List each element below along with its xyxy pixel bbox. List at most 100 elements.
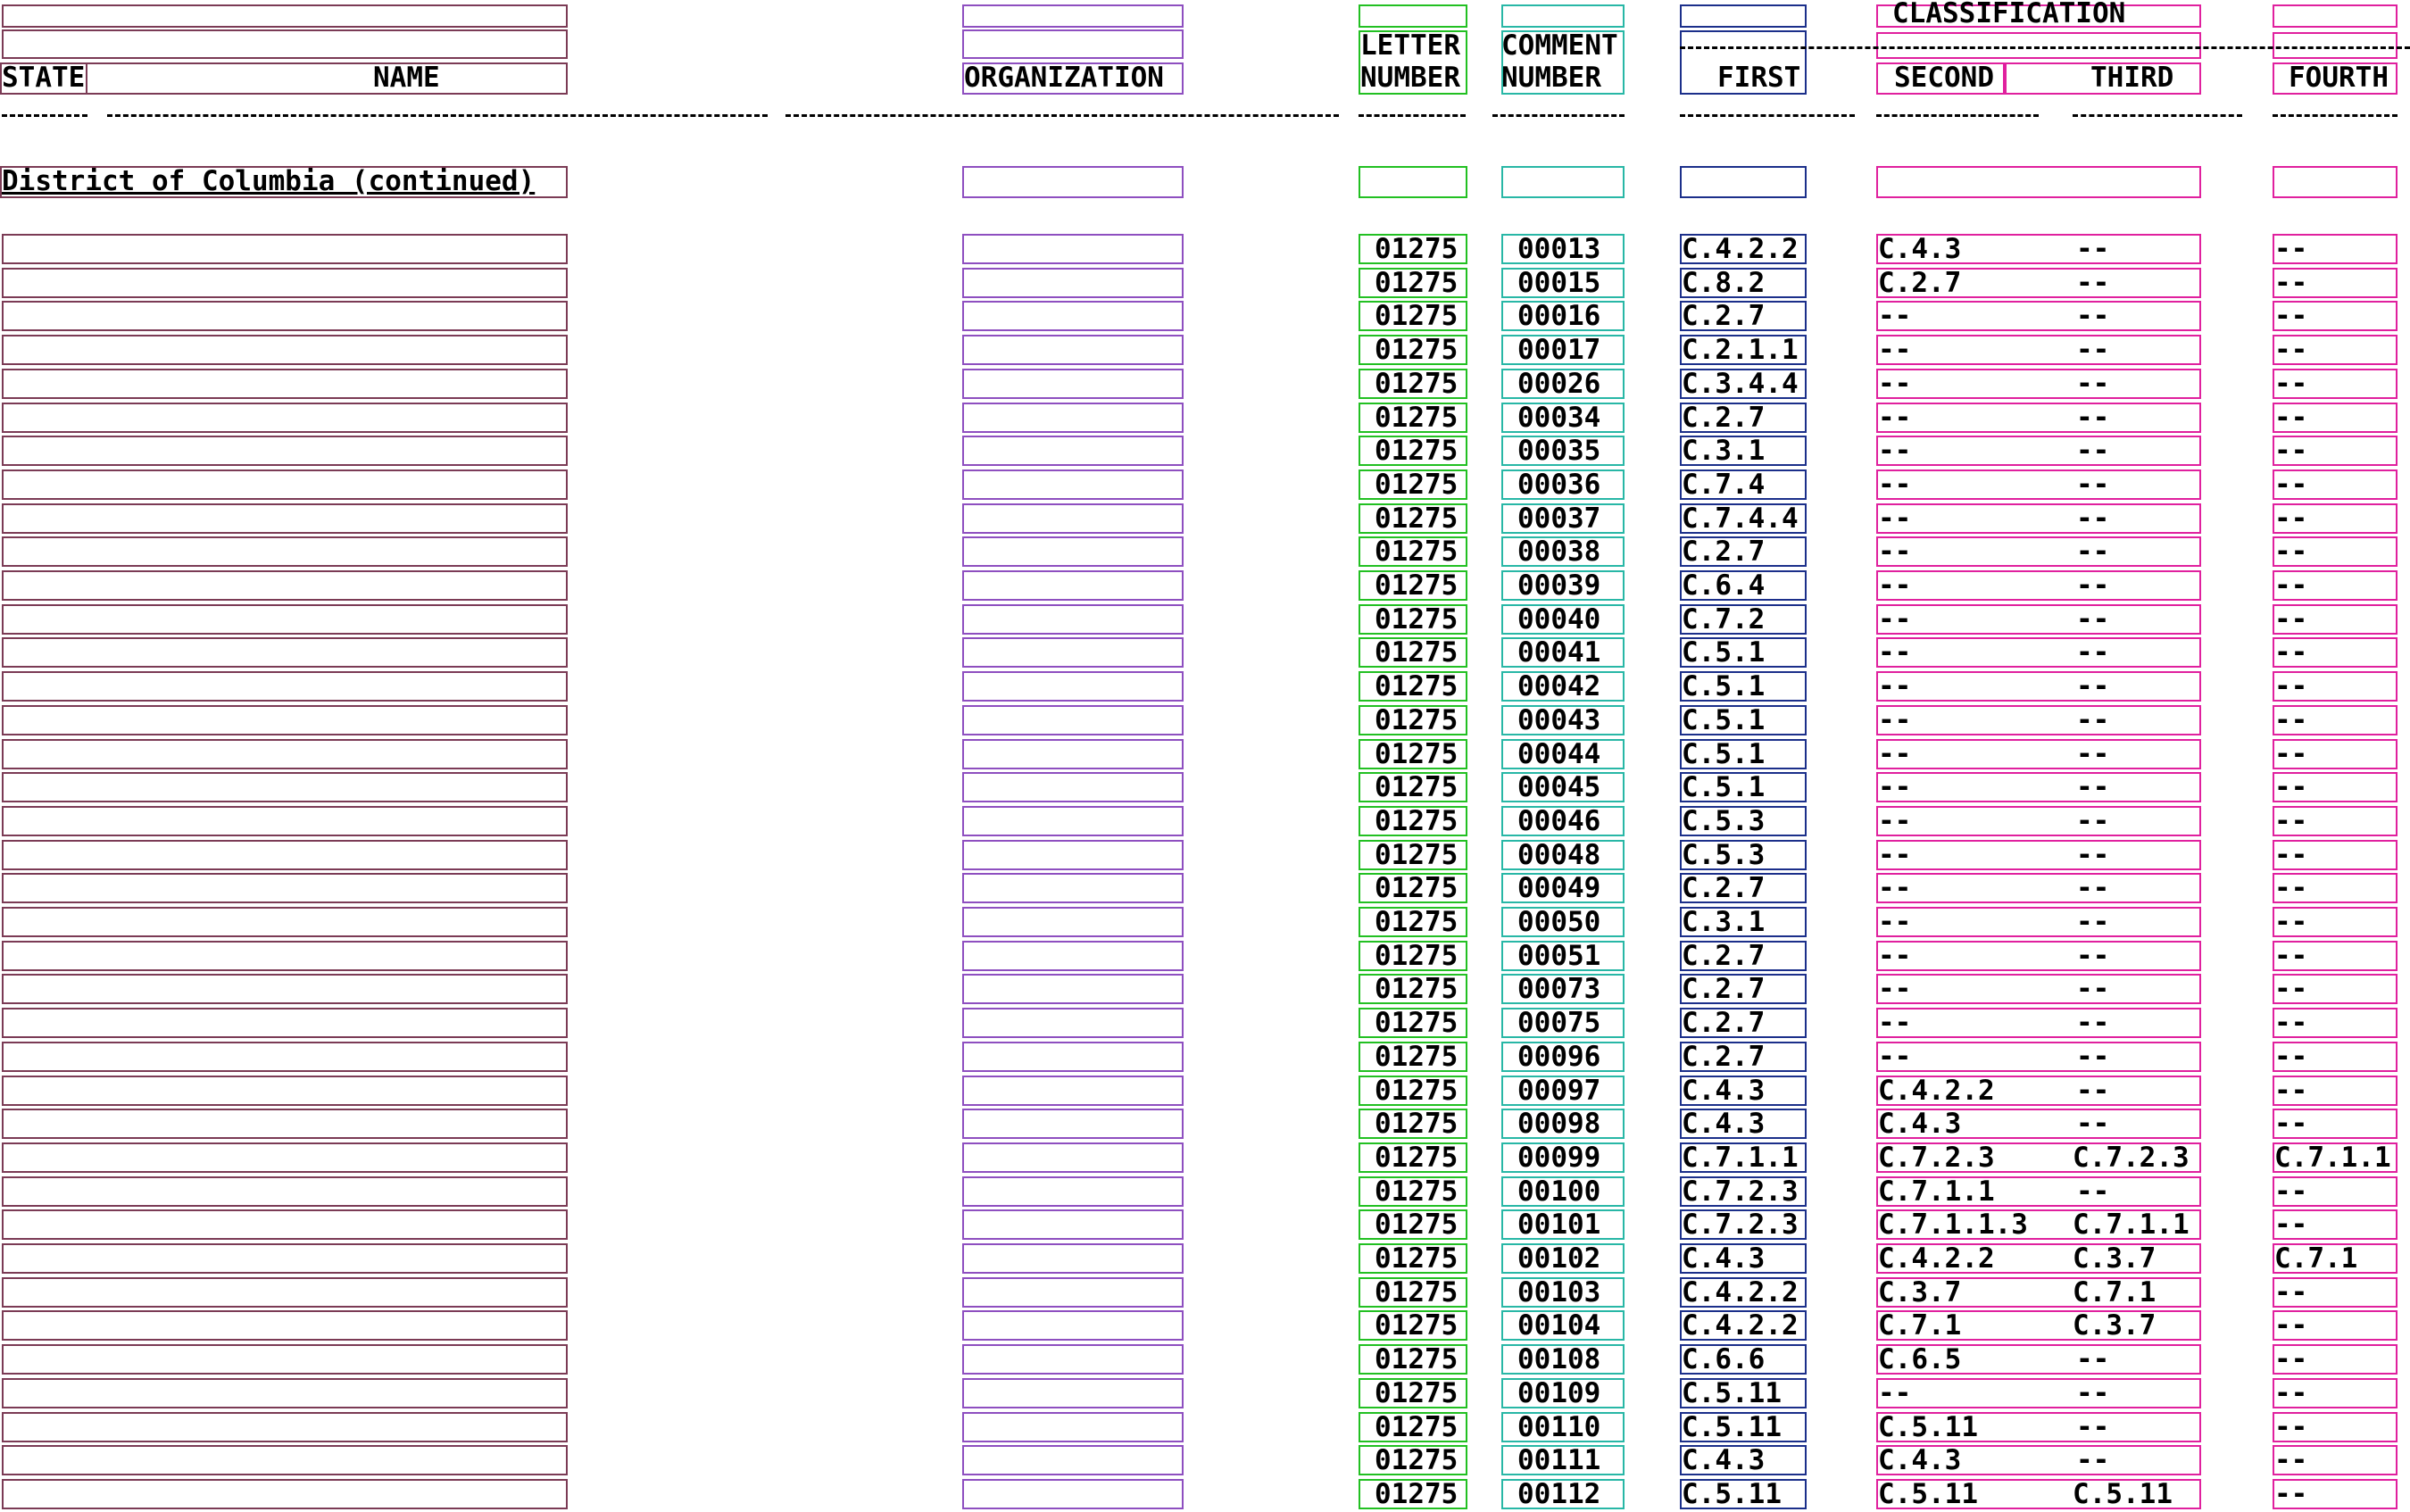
second-class-box <box>1876 1176 2201 1207</box>
fourth-class: -- <box>2274 1377 2308 1409</box>
first-class-box <box>1680 604 1807 635</box>
comment-number-box <box>1501 469 1625 500</box>
third-class: -- <box>2076 435 2110 467</box>
organization-box <box>962 873 1184 903</box>
organization-box <box>962 1042 1184 1072</box>
state-name-box <box>2 369 568 399</box>
fourth-class: -- <box>2274 368 2308 400</box>
state-name-box <box>2 873 568 903</box>
third-class: -- <box>2076 233 2110 265</box>
fourth-class-box <box>2273 806 2398 836</box>
fourth-class-box <box>2273 840 2398 870</box>
first-class-box <box>1680 806 1807 836</box>
header-rule <box>1359 114 1466 117</box>
first-class: C.4.2.2 <box>1682 233 1799 265</box>
fourth-class-box <box>2273 671 2398 702</box>
letter-number: 01275 <box>1375 1478 1458 1510</box>
second-class: -- <box>1878 973 1912 1005</box>
comment-number-box <box>1501 1008 1625 1038</box>
third-class: -- <box>2076 872 2110 904</box>
comment-number-box <box>1501 1243 1625 1274</box>
organization-box <box>962 469 1184 500</box>
letter-number: 01275 <box>1375 469 1458 501</box>
comment-number: 00039 <box>1517 569 1601 602</box>
fourth-class-box <box>2273 1142 2398 1173</box>
organization-box <box>962 739 1184 769</box>
state-name-box <box>2 1310 568 1341</box>
letter-number-box <box>1359 1209 1467 1240</box>
section-heading-box <box>0 166 568 198</box>
letter-number-box <box>1359 570 1467 601</box>
state-name-box <box>2 268 568 298</box>
letter-number-box <box>1359 1344 1467 1375</box>
second-class-box <box>1876 403 2201 433</box>
comment-number: 00042 <box>1517 670 1601 702</box>
comment-number-box <box>1501 671 1625 702</box>
letter-number: 01275 <box>1375 839 1458 871</box>
comment-number-box <box>1501 536 1625 567</box>
first-class-box <box>1680 436 1807 466</box>
fourth-class-box <box>2273 536 2398 567</box>
first-class-box <box>1680 907 1807 937</box>
first-class-box <box>1680 739 1807 769</box>
comment-number-box <box>1501 335 1625 365</box>
letter-number-box <box>1359 469 1467 500</box>
second-class-box <box>1876 1243 2201 1274</box>
letter-number-box <box>1359 637 1467 668</box>
comment-number: 00104 <box>1517 1309 1601 1342</box>
state-name-box <box>2 1176 568 1207</box>
letter-number: 01275 <box>1375 805 1458 837</box>
comment-number: 00036 <box>1517 469 1601 501</box>
comment-number: 00049 <box>1517 872 1601 904</box>
first-class-box <box>1680 166 1807 198</box>
fourth-class-box <box>2273 739 2398 769</box>
fourth-class: C.7.1 <box>2274 1242 2358 1275</box>
letter-number-box <box>1359 1042 1467 1072</box>
fourth-class-box <box>2273 772 2398 802</box>
comment-number-box <box>1501 772 1625 802</box>
first-class: C.8.2 <box>1682 267 1766 299</box>
second-class-box <box>1876 268 2201 298</box>
fourth-class: -- <box>2274 636 2308 669</box>
first-class-box <box>1680 1310 1807 1341</box>
comment-number-box <box>1501 1076 1625 1106</box>
comment-number: 00037 <box>1517 503 1601 535</box>
second-class-box <box>1876 637 2201 668</box>
letter-number: 01275 <box>1375 402 1458 434</box>
letter-number-box <box>1359 436 1467 466</box>
organization-box <box>962 503 1184 534</box>
state-name-box <box>2 840 568 870</box>
header-comment-line2: NUMBER <box>1501 62 1601 94</box>
fourth-header-box <box>2273 62 2398 95</box>
letter-number: 01275 <box>1375 503 1458 535</box>
second-class-box <box>1876 1008 2201 1038</box>
second-class: C.7.1 <box>1878 1309 1962 1342</box>
first-header-box <box>1680 30 1807 95</box>
organization-box <box>962 974 1184 1004</box>
letter-number-box <box>1359 1008 1467 1038</box>
comment-number-box <box>1501 974 1625 1004</box>
second-class-box <box>1876 436 2201 466</box>
fourth-class: -- <box>2274 771 2308 803</box>
comment-number-box <box>1501 369 1625 399</box>
letter-number: 01275 <box>1375 1242 1458 1275</box>
third-class: -- <box>2076 1411 2110 1443</box>
state-name-box <box>2 1412 568 1442</box>
fourth-class: -- <box>2274 1075 2308 1107</box>
second-class-box <box>1876 4 2201 28</box>
third-class: -- <box>2076 1041 2110 1073</box>
state-name-box <box>2 705 568 735</box>
comment-number-box <box>1501 570 1625 601</box>
third-class: -- <box>2076 402 2110 434</box>
first-class-box <box>1680 873 1807 903</box>
comment-number: 00101 <box>1517 1209 1601 1241</box>
organization-box <box>962 941 1184 971</box>
second-class: -- <box>1878 603 1912 636</box>
letter-number: 01275 <box>1375 973 1458 1005</box>
fourth-class-box <box>2273 1412 2398 1442</box>
comment-number-box <box>1501 806 1625 836</box>
state-name-box <box>2 1142 568 1173</box>
second-class-box <box>1876 369 2201 399</box>
letter-number: 01275 <box>1375 1007 1458 1039</box>
organization-box <box>962 335 1184 365</box>
